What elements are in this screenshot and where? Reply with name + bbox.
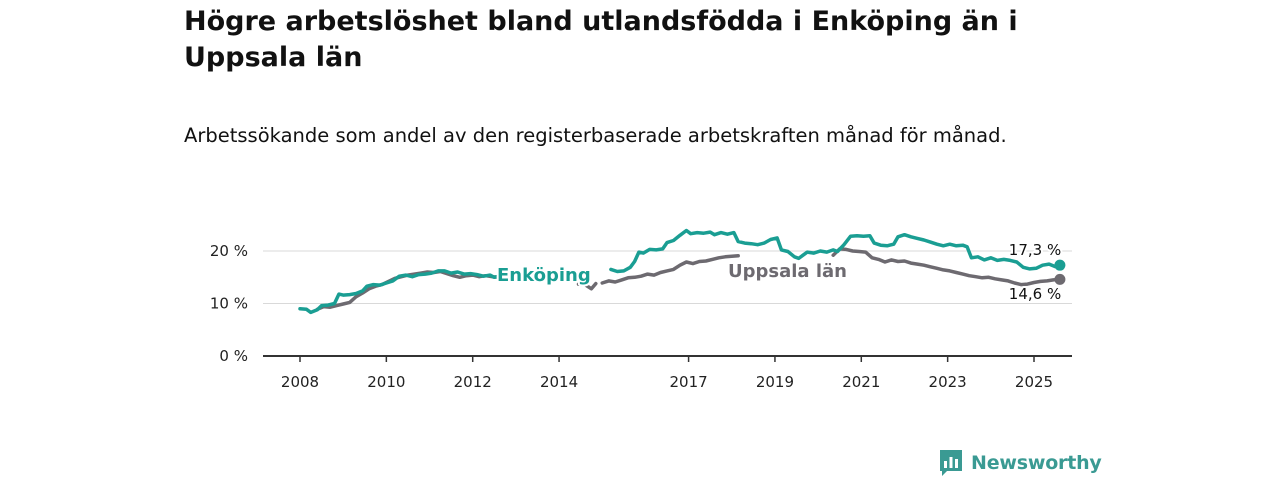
series-line-uppsala-lan (600, 253, 740, 285)
chart-subtitle: Arbetssökande som andel av den registerb… (184, 124, 1007, 147)
y-tick-label: 20 % (210, 242, 248, 260)
series-end-point-uppsala-lan (1054, 273, 1066, 285)
series-label-uppsala-lan: Uppsala län (728, 261, 847, 282)
series-line-uppsala-lan (576, 281, 598, 291)
gridlines (263, 250, 1072, 304)
end-value-label-enkoping: 17,3 % (1009, 241, 1061, 259)
brand-name: Newsworthy (971, 452, 1102, 474)
y-axis: 0 % 10 % 20 % (210, 242, 248, 365)
x-tick-label: 2025 (1015, 373, 1053, 391)
x-tick-label: 2012 (454, 373, 492, 391)
line-chart: 0 % 10 % 20 % 2008 2010 2012 2014 2017 2019 2021… (210, 228, 1072, 391)
x-tick-label: 2008 (281, 373, 319, 391)
chart-title: Högre arbetslöshet bland utlandsfödda i … (184, 6, 1018, 73)
series-labels: Enköping Uppsala län 17,3 % 14,6 % (495, 239, 1063, 305)
y-tick-label: 10 % (210, 295, 248, 313)
x-tick-label: 2014 (540, 373, 578, 391)
end-value-label-uppsala-lan: 14,6 % (1009, 285, 1061, 303)
y-tick-label: 0 % (219, 347, 248, 365)
series-line-enkoping (298, 269, 520, 315)
brand-logo: Newsworthy (938, 448, 1102, 478)
series-line-enkoping (609, 228, 1062, 274)
x-tick-label: 2019 (756, 373, 794, 391)
x-tick-label: 2010 (367, 373, 405, 391)
newsworthy-logo-icon (940, 450, 962, 476)
x-tick-label: 2023 (929, 373, 967, 391)
x-tick-label: 2017 (669, 373, 707, 391)
series-line-uppsala-lan (831, 247, 1062, 287)
x-tick-label: 2021 (842, 373, 880, 391)
series-end-point-enkoping (1054, 259, 1066, 271)
series-label-enkoping: Enköping (497, 265, 591, 286)
x-axis: 2008 2010 2012 2014 2017 2019 2021 2023 2025 (263, 355, 1072, 391)
series-lines (298, 228, 1066, 315)
